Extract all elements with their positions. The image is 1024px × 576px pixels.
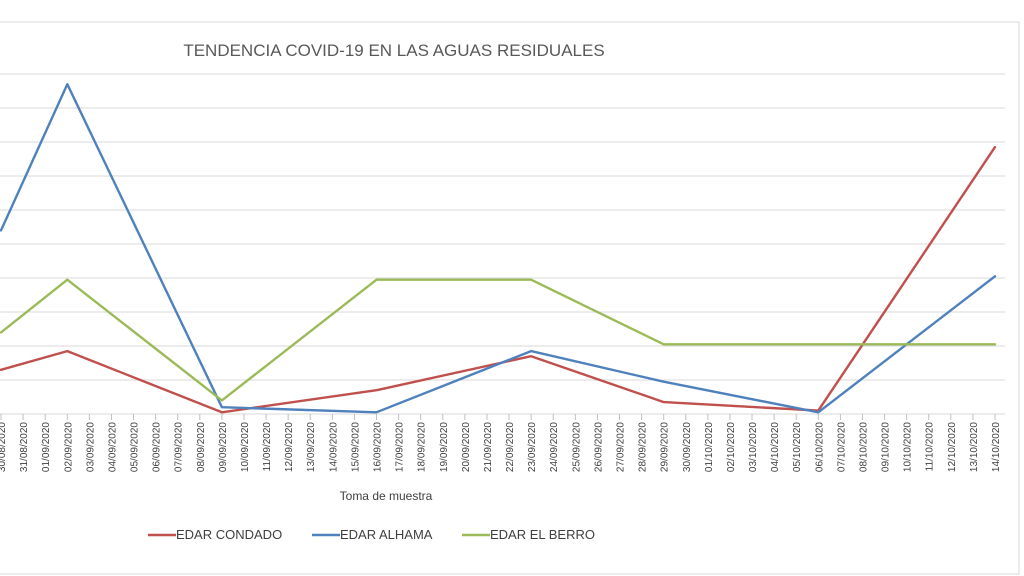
series-lines xyxy=(0,82,997,414)
x-tick-label: 04/09/2020 xyxy=(107,422,118,472)
x-tick-label: 29/09/2020 xyxy=(660,422,671,472)
x-tick-label: 28/09/2020 xyxy=(638,422,649,472)
x-tick-label: 17/09/2020 xyxy=(395,422,406,472)
x-tick-label: 10/09/2020 xyxy=(240,422,251,472)
x-tick-label: 08/09/2020 xyxy=(196,422,207,472)
x-tick-label: 05/10/2020 xyxy=(792,422,803,472)
x-tick-label: 31/08/2020 xyxy=(19,422,30,472)
x-tick-label: 16/09/2020 xyxy=(373,422,384,472)
x-tick-label: 10/10/2020 xyxy=(903,422,914,472)
series-line-edar-el-berro xyxy=(0,278,997,402)
x-tick-label: 20/09/2020 xyxy=(461,422,472,472)
x-tick-label: 30/09/2020 xyxy=(682,422,693,472)
x-axis-ticks: 30/08/2020 31/08/2020 01/09/2020 02/09/2020… xyxy=(0,414,1002,472)
x-tick-label: 11/09/2020 xyxy=(262,422,273,472)
legend-label-edar-el-berro: EDAR EL BERRO xyxy=(490,527,595,542)
x-tick-label: 08/10/2020 xyxy=(858,422,869,472)
x-tick-label: 03/09/2020 xyxy=(85,422,96,472)
x-tick-label: 25/09/2020 xyxy=(571,422,582,472)
x-tick-label: 05/09/2020 xyxy=(130,422,141,472)
x-tick-label: 23/09/2020 xyxy=(527,422,538,472)
x-tick-label: 07/09/2020 xyxy=(174,422,185,472)
x-tick-label: 18/09/2020 xyxy=(417,422,428,472)
x-tick-label: 14/09/2020 xyxy=(328,422,339,472)
x-tick-label: 02/10/2020 xyxy=(726,422,737,472)
x-tick-label: 24/09/2020 xyxy=(549,422,560,472)
x-tick-label: 06/10/2020 xyxy=(814,422,825,472)
x-tick-label: 02/09/2020 xyxy=(63,422,74,472)
x-tick-label: 21/09/2020 xyxy=(483,422,494,472)
x-tick-label: 04/10/2020 xyxy=(770,422,781,472)
x-tick-label: 27/09/2020 xyxy=(615,422,626,472)
x-tick-label: 19/09/2020 xyxy=(439,422,450,472)
x-tick-label: 11/10/2020 xyxy=(925,422,936,472)
x-tick-label: 12/09/2020 xyxy=(284,422,295,472)
x-tick-label: 01/09/2020 xyxy=(41,422,52,472)
x-tick-label: 12/10/2020 xyxy=(947,422,958,472)
x-tick-label: 01/10/2020 xyxy=(704,422,715,472)
x-axis-label: Toma de muestra xyxy=(340,489,433,503)
gridlines xyxy=(0,73,1005,415)
x-tick-label: 26/09/2020 xyxy=(593,422,604,472)
series-line-edar-condado xyxy=(0,145,997,414)
x-tick-label: 14/10/2020 xyxy=(991,422,1002,472)
x-tick-label: 13/10/2020 xyxy=(969,422,980,472)
legend-label-edar-alhama: EDAR ALHAMA xyxy=(340,527,433,542)
legend-label-edar-condado: EDAR CONDADO xyxy=(176,527,282,542)
chart-frame xyxy=(0,21,1020,575)
x-tick-label: 15/09/2020 xyxy=(350,422,361,472)
legend: EDAR CONDADO EDAR ALHAMA EDAR EL BERRO xyxy=(148,527,595,542)
chart-title: TENDENCIA COVID-19 EN LAS AGUAS RESIDUAL… xyxy=(183,41,604,60)
x-tick-label: 09/09/2020 xyxy=(218,422,229,472)
x-tick-label: 13/09/2020 xyxy=(306,422,317,472)
x-tick-label: 07/10/2020 xyxy=(836,422,847,472)
x-tick-label: 22/09/2020 xyxy=(505,422,516,472)
x-tick-label: 30/08/2020 xyxy=(0,422,8,472)
x-tick-label: 03/10/2020 xyxy=(748,422,759,472)
series-line-edar-alhama xyxy=(0,82,997,414)
x-tick-label: 06/09/2020 xyxy=(152,422,163,472)
x-tick-label: 09/10/2020 xyxy=(881,422,892,472)
